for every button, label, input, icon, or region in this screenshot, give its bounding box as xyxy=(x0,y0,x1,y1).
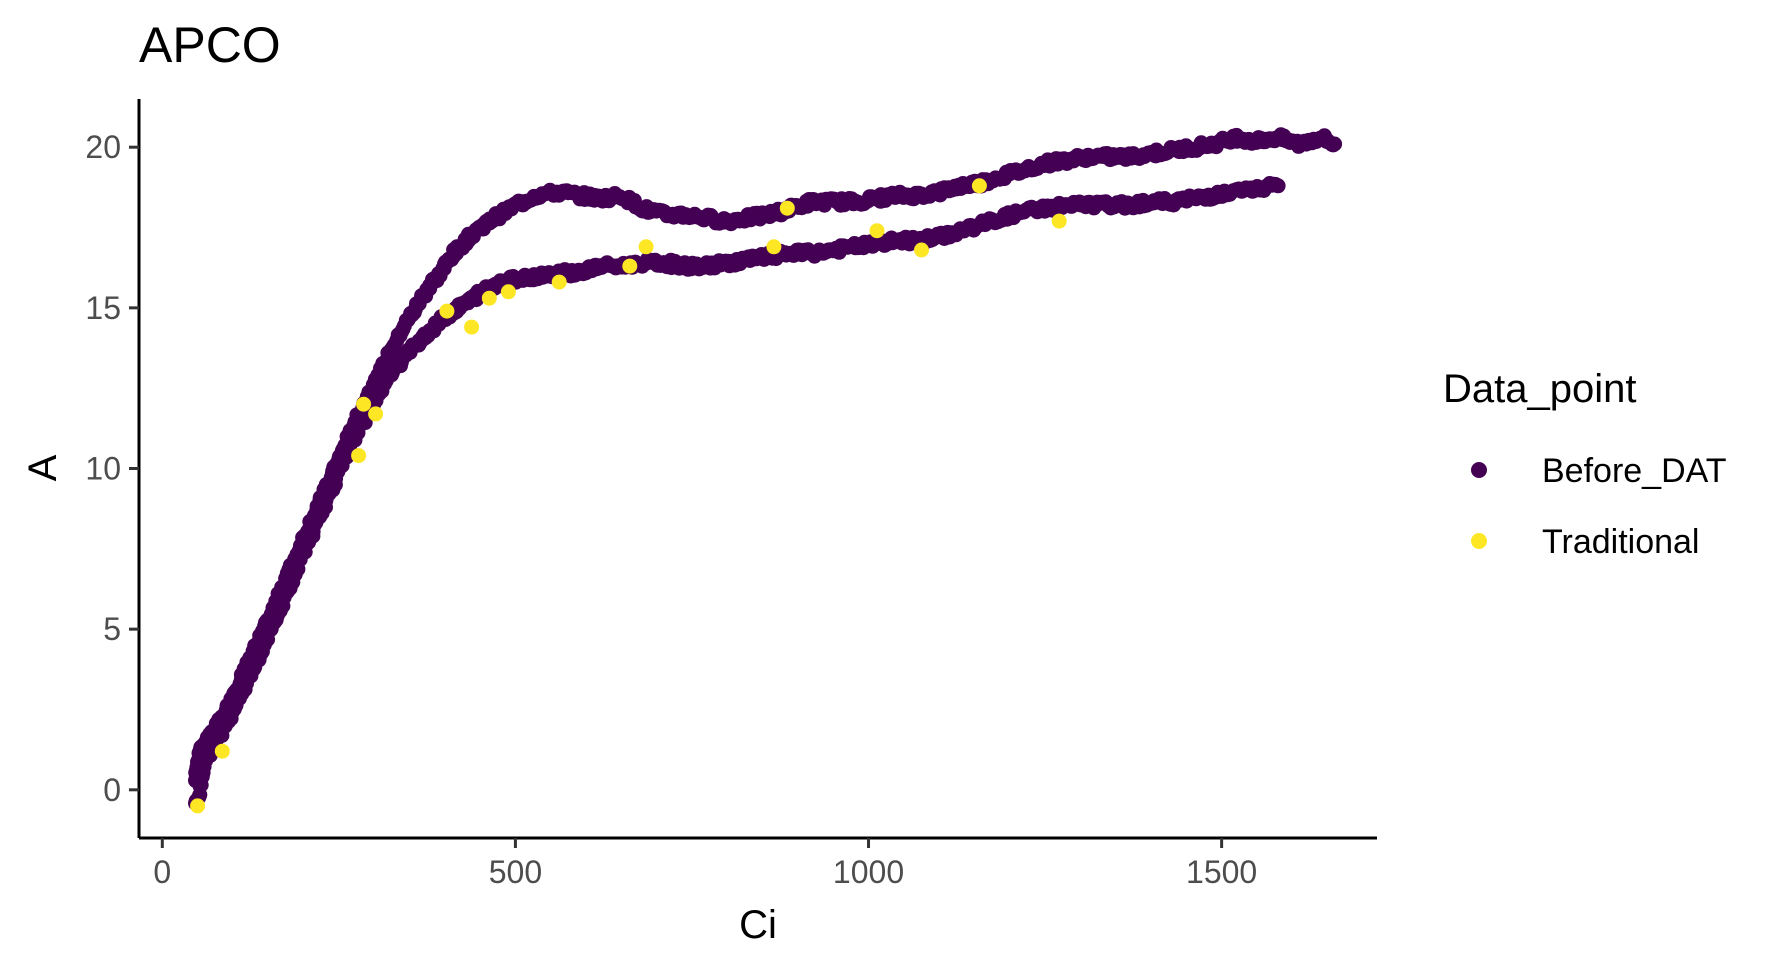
point-traditional xyxy=(351,448,367,464)
y-tick-label: 10 xyxy=(85,451,121,487)
y-axis-title: A xyxy=(21,454,65,481)
point-traditional xyxy=(971,178,987,194)
point-traditional xyxy=(368,406,384,422)
point-traditional xyxy=(622,258,638,274)
point-traditional xyxy=(914,242,929,258)
y-tick-label: 15 xyxy=(85,290,121,326)
x-tick-label: 0 xyxy=(153,854,171,890)
legend-label: Before_DAT xyxy=(1542,452,1727,490)
point-traditional xyxy=(500,284,516,300)
point-traditional xyxy=(439,303,455,319)
x-axis-ticks: 0 500 1000 1500 xyxy=(153,838,1257,890)
legend-key-traditional xyxy=(1471,533,1487,549)
point-traditional xyxy=(869,223,885,239)
point-traditional xyxy=(638,239,654,255)
y-tick-label: 0 xyxy=(103,772,121,808)
legend: Data_point Before_DAT Traditional xyxy=(1443,367,1727,561)
point-traditional xyxy=(190,798,206,814)
legend-items: Before_DAT Traditional xyxy=(1471,452,1727,561)
x-tick-label: 1500 xyxy=(1186,854,1257,890)
x-tick-label: 500 xyxy=(489,854,542,890)
point-traditional xyxy=(214,743,230,759)
point-traditional xyxy=(481,290,497,306)
point-traditional xyxy=(464,319,480,335)
point-traditional xyxy=(779,200,795,216)
chart-title: APCO xyxy=(139,17,281,73)
plot-points xyxy=(188,127,1343,814)
y-tick-label: 5 xyxy=(103,611,121,647)
legend-label: Traditional xyxy=(1542,523,1699,561)
x-tick-label: 1000 xyxy=(833,854,904,890)
x-axis-title: Ci xyxy=(739,903,777,947)
point-before-dat xyxy=(1327,136,1343,152)
point-traditional xyxy=(1051,213,1067,229)
point-before-dat xyxy=(1270,178,1286,194)
point-traditional xyxy=(356,396,372,412)
y-axis-ticks: 0 5 10 15 20 xyxy=(85,129,139,808)
point-traditional xyxy=(766,239,782,255)
point-traditional xyxy=(551,274,567,290)
legend-key-before-dat xyxy=(1471,462,1487,478)
y-tick-label: 20 xyxy=(85,129,121,165)
legend-title: Data_point xyxy=(1443,367,1636,411)
